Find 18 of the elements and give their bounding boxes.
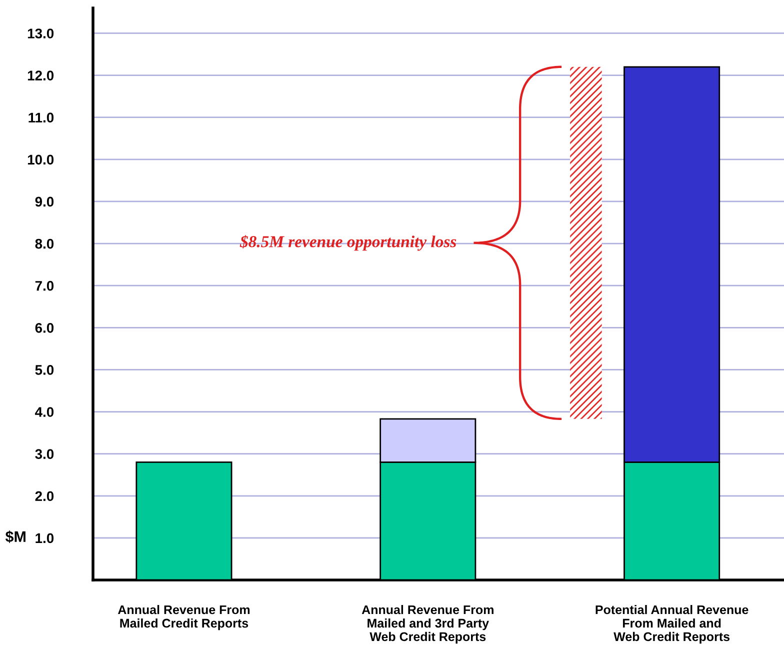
y-tick-label: 11.0: [28, 112, 54, 123]
x-tick-label: Potential Annual Revenue From Mailed and Web Credit Reports: [596, 605, 748, 644]
y-tick-label: 5.0: [35, 365, 54, 375]
y-axis-title: $M: [5, 530, 26, 544]
y-tick-label: 1.0: [36, 533, 54, 544]
y-tick-label: 10.0: [28, 154, 54, 165]
y-tick-label: 2.0: [35, 491, 54, 502]
x-tick-label: Annual Revenue From Mailed Credit Reports: [118, 605, 250, 630]
annotation: $8.5M revenue opportunity loss: [240, 235, 456, 251]
y-tick-label: 6.0: [35, 322, 54, 333]
y-tick-label: 4.0: [35, 407, 54, 417]
x-tick-label: Annual Revenue From Mailed and 3rd Party Web Credit Reports: [362, 605, 494, 644]
y-tick-label: 8.0: [35, 238, 54, 249]
y-tick-label: 13.0: [28, 28, 54, 38]
y-tick-label: 3.0: [35, 449, 54, 460]
y-tick-label: 7.0: [35, 280, 54, 291]
y-tick-label: 9.0: [35, 196, 54, 207]
y-tick-label: 12.0: [28, 70, 54, 80]
